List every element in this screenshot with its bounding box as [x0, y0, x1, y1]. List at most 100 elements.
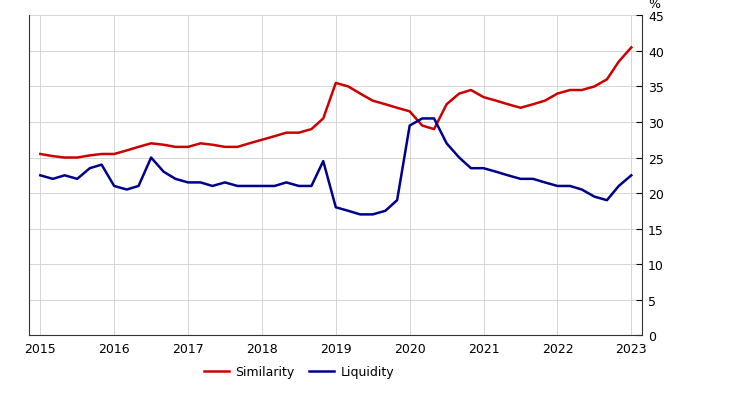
Liquidity: [455, 156, 464, 161]
Similarity: [36, 152, 45, 157]
Liquidity: [566, 184, 575, 189]
Liquidity: [418, 117, 426, 121]
Similarity: [245, 142, 254, 146]
Similarity: [307, 127, 316, 132]
Liquidity: [123, 188, 131, 193]
Similarity: [492, 99, 501, 104]
Liquidity: [36, 173, 45, 178]
Liquidity: [479, 166, 488, 171]
Liquidity: [602, 198, 611, 203]
Similarity: [615, 60, 623, 65]
Similarity: [430, 127, 439, 132]
Liquidity: [184, 180, 193, 185]
Similarity: [123, 148, 131, 153]
Similarity: [134, 145, 143, 150]
Similarity: [405, 110, 414, 115]
Similarity: [418, 124, 426, 129]
Liquidity: [442, 142, 451, 146]
Similarity: [258, 138, 266, 143]
Liquidity: [220, 180, 229, 185]
Liquidity: [48, 177, 57, 182]
Line: Similarity: Similarity: [40, 48, 631, 158]
Similarity: [393, 106, 402, 111]
Similarity: [344, 85, 353, 90]
Similarity: [159, 143, 168, 148]
Liquidity: [319, 159, 328, 164]
Liquidity: [393, 198, 402, 203]
Similarity: [270, 135, 279, 139]
Line: Liquidity: Liquidity: [40, 119, 631, 215]
Liquidity: [430, 117, 439, 121]
Liquidity: [615, 184, 623, 189]
Liquidity: [504, 173, 512, 178]
Legend: Similarity, Liquidity: Similarity, Liquidity: [199, 360, 399, 383]
Similarity: [602, 78, 611, 83]
Similarity: [220, 145, 229, 150]
Liquidity: [73, 177, 82, 182]
Similarity: [282, 131, 291, 136]
Liquidity: [627, 173, 636, 178]
Liquidity: [381, 209, 390, 214]
Liquidity: [134, 184, 143, 189]
Text: %: %: [648, 0, 660, 11]
Similarity: [566, 88, 575, 93]
Liquidity: [208, 184, 217, 189]
Similarity: [516, 106, 525, 111]
Similarity: [171, 145, 180, 150]
Similarity: [61, 156, 69, 161]
Liquidity: [577, 188, 586, 193]
Similarity: [455, 92, 464, 97]
Similarity: [466, 88, 475, 93]
Similarity: [110, 152, 118, 157]
Similarity: [294, 131, 303, 136]
Similarity: [233, 145, 242, 150]
Similarity: [540, 99, 549, 104]
Similarity: [48, 154, 57, 159]
Similarity: [369, 99, 377, 104]
Liquidity: [307, 184, 316, 189]
Similarity: [442, 103, 451, 108]
Liquidity: [540, 180, 549, 185]
Liquidity: [147, 156, 155, 161]
Liquidity: [97, 163, 106, 168]
Liquidity: [258, 184, 266, 189]
Liquidity: [344, 209, 353, 214]
Similarity: [627, 46, 636, 51]
Liquidity: [516, 177, 525, 182]
Liquidity: [356, 212, 364, 217]
Liquidity: [294, 184, 303, 189]
Liquidity: [61, 173, 69, 178]
Similarity: [577, 88, 586, 93]
Similarity: [356, 92, 364, 97]
Liquidity: [282, 180, 291, 185]
Liquidity: [529, 177, 537, 182]
Similarity: [479, 95, 488, 100]
Similarity: [196, 142, 205, 146]
Similarity: [331, 81, 340, 86]
Similarity: [319, 117, 328, 121]
Similarity: [184, 145, 193, 150]
Liquidity: [171, 177, 180, 182]
Liquidity: [110, 184, 118, 189]
Liquidity: [492, 170, 501, 175]
Similarity: [147, 142, 155, 146]
Similarity: [208, 143, 217, 148]
Similarity: [504, 103, 512, 108]
Liquidity: [369, 212, 377, 217]
Liquidity: [245, 184, 254, 189]
Similarity: [97, 152, 106, 157]
Liquidity: [331, 205, 340, 210]
Liquidity: [590, 195, 599, 200]
Similarity: [590, 85, 599, 90]
Liquidity: [466, 166, 475, 171]
Liquidity: [85, 166, 94, 171]
Similarity: [529, 103, 537, 108]
Similarity: [553, 92, 562, 97]
Liquidity: [233, 184, 242, 189]
Liquidity: [405, 124, 414, 129]
Liquidity: [196, 180, 205, 185]
Liquidity: [159, 170, 168, 175]
Similarity: [85, 153, 94, 158]
Similarity: [73, 156, 82, 161]
Liquidity: [553, 184, 562, 189]
